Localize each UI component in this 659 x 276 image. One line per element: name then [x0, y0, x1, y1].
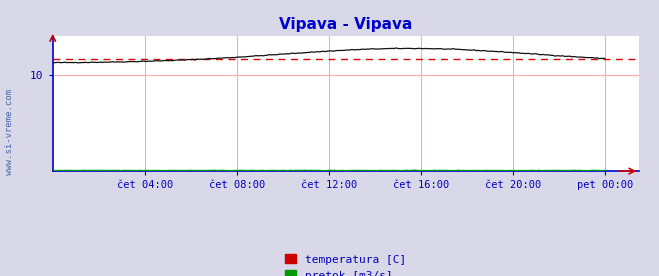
Legend: temperatura [C], pretok [m3/s]: temperatura [C], pretok [m3/s] — [285, 254, 407, 276]
Title: Vipava - Vipava: Vipava - Vipava — [279, 17, 413, 32]
Text: www.si-vreme.com: www.si-vreme.com — [5, 89, 14, 176]
